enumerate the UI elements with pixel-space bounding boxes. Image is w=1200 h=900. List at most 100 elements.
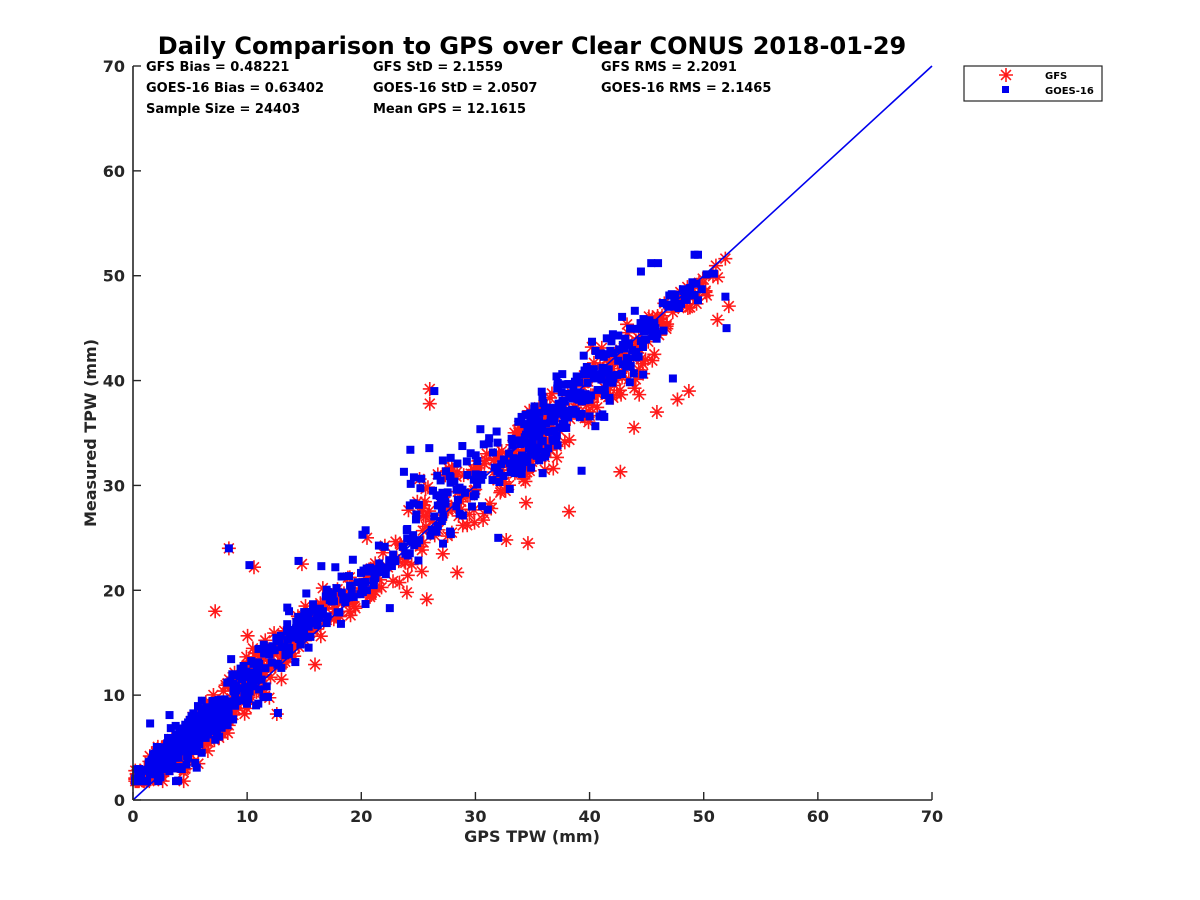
goes16-point <box>458 442 467 451</box>
goes16-point <box>565 380 574 389</box>
gfs-point <box>468 482 483 497</box>
gfs-point <box>216 684 231 699</box>
gfs-point <box>273 644 288 659</box>
x-tick-label: 70 <box>921 807 943 826</box>
gfs-point <box>499 532 514 547</box>
goes16-point <box>385 556 394 565</box>
goes16-point <box>479 440 488 449</box>
goes16-point <box>495 478 504 487</box>
gfs-point <box>343 608 358 623</box>
x-tick-label: 30 <box>464 807 486 826</box>
gfs-point <box>562 432 577 447</box>
goes16-point <box>497 460 506 469</box>
goes16-point <box>550 426 559 435</box>
legend-box <box>963 65 1103 102</box>
goes16-point <box>328 589 337 598</box>
goes16-point <box>391 557 400 566</box>
gfs-point <box>586 355 601 370</box>
goes16-point <box>164 733 173 742</box>
plot-area <box>128 65 933 801</box>
goes16-point <box>197 728 206 737</box>
goes16-point <box>290 631 299 640</box>
goes16-point <box>602 334 611 343</box>
gfs-point <box>494 444 509 459</box>
goes16-point <box>702 270 711 279</box>
gfs-point <box>418 509 433 524</box>
goes16-point <box>494 533 503 542</box>
goes16-point <box>406 445 415 454</box>
goes16-point <box>543 407 552 416</box>
goes16-point <box>585 412 594 421</box>
gfs-point <box>274 672 289 687</box>
goes16-point <box>575 378 584 387</box>
goes16-point <box>165 750 174 759</box>
goes16-point <box>533 429 542 438</box>
goes16-point <box>171 753 180 762</box>
gfs-point <box>362 587 377 602</box>
goes16-point <box>193 722 202 731</box>
gfs-point <box>226 707 241 722</box>
goes16-point <box>520 420 529 429</box>
gfs-point <box>453 502 468 517</box>
gfs-point <box>240 628 255 643</box>
gfs-point <box>630 338 645 353</box>
goes16-point <box>304 607 313 616</box>
gfs-point <box>419 592 434 607</box>
goes16-point <box>462 457 471 466</box>
goes16-point <box>370 565 379 574</box>
goes16-point <box>412 510 421 519</box>
goes16-point <box>191 758 200 767</box>
goes16-point <box>697 285 706 294</box>
gfs-point <box>415 523 430 538</box>
goes16-point <box>594 351 603 360</box>
goes16-point <box>178 736 187 745</box>
goes16-point <box>553 441 562 450</box>
goes16-point <box>535 456 544 465</box>
gfs-point <box>201 735 216 750</box>
gfs-point <box>516 471 531 486</box>
goes16-point <box>268 642 277 651</box>
goes16-point <box>165 767 174 776</box>
goes16-point <box>337 572 346 581</box>
goes16-point <box>304 622 313 631</box>
goes16-point <box>177 765 186 774</box>
gfs-point <box>449 469 464 484</box>
goes16-point <box>478 470 487 479</box>
gfs-point <box>659 319 674 334</box>
goes16-point <box>414 556 423 565</box>
goes16-point <box>597 375 606 384</box>
y-axis-label: Measured TPW (mm) <box>81 339 100 527</box>
goes16-point <box>174 776 183 785</box>
legend-gfs-marker <box>999 68 1013 82</box>
goes16-point <box>300 608 309 617</box>
gfs-point <box>647 347 662 362</box>
goes16-point <box>240 688 249 697</box>
goes16-point <box>483 505 492 514</box>
goes16-point <box>285 607 294 616</box>
goes16-point <box>409 531 418 540</box>
goes16-point <box>548 417 557 426</box>
goes16-point <box>569 384 578 393</box>
goes16-point <box>189 709 198 718</box>
gfs-point <box>590 400 605 415</box>
goes16-point <box>275 637 284 646</box>
gfs-point <box>425 514 440 529</box>
goes16-point <box>247 668 256 677</box>
goes16-point <box>197 696 206 705</box>
goes16-point <box>273 708 282 717</box>
goes16-point <box>582 362 591 371</box>
gfs-point <box>198 695 213 710</box>
legend: GFS GOES-16 <box>963 65 1103 102</box>
goes16-point <box>574 395 583 404</box>
goes16-point <box>495 469 504 478</box>
goes16-point <box>267 658 276 667</box>
gfs-point <box>376 545 391 560</box>
goes16-point <box>441 498 450 507</box>
gfs-point <box>258 633 273 648</box>
gfs-point <box>359 530 374 545</box>
goes16-point <box>255 685 264 694</box>
goes16-point <box>506 468 515 477</box>
goes16-point <box>341 598 350 607</box>
goes16-point <box>694 296 703 305</box>
goes16-point <box>380 542 389 551</box>
